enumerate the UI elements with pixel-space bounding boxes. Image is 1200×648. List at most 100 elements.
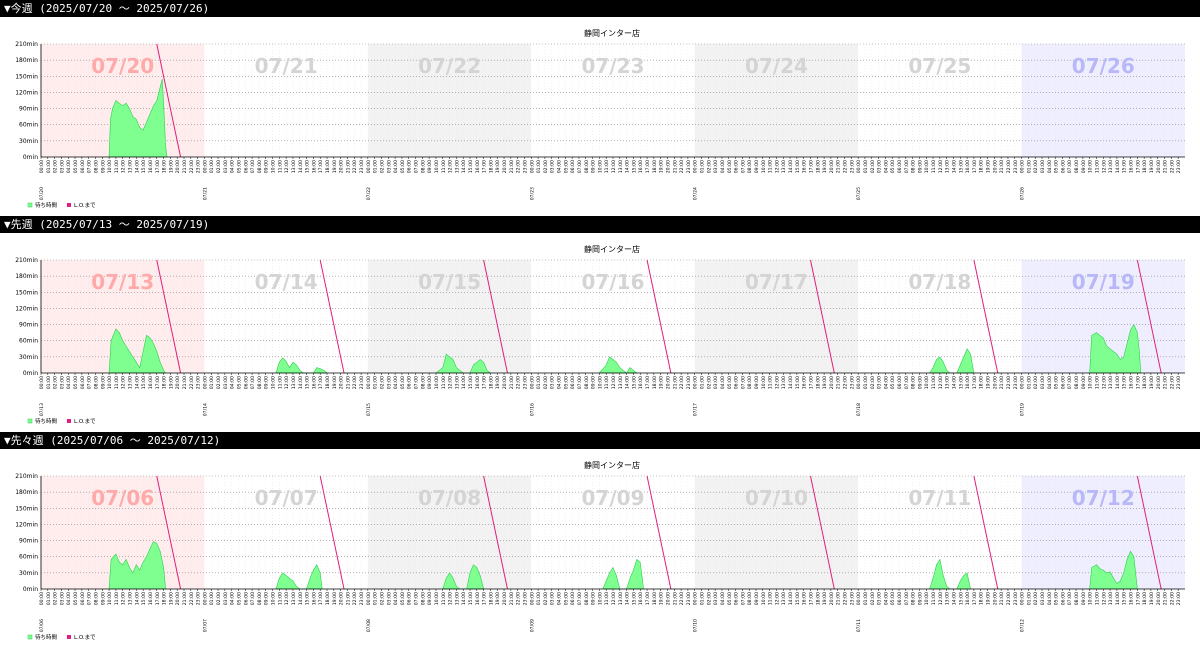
y-tick-label: 0min xyxy=(23,154,38,161)
x-tick-label: 04:00 xyxy=(393,592,399,605)
x-date-label: 07/22 xyxy=(366,187,372,200)
y-tick-label: 30min xyxy=(19,354,38,361)
x-tick-label: 14:00 xyxy=(788,592,794,605)
x-tick-label: 15:00 xyxy=(141,160,147,173)
x-tick-label: 06:00 xyxy=(407,592,413,605)
x-date-label: 07/17 xyxy=(693,403,699,416)
wait-time-area xyxy=(1089,323,1142,374)
x-tick-label: 01:00 xyxy=(46,592,52,605)
x-tick-label: 07:00 xyxy=(577,160,583,173)
x-tick-label: 03:00 xyxy=(550,376,556,389)
x-tick-label: 20:00 xyxy=(502,160,508,173)
x-tick-label: 09:00 xyxy=(754,376,760,389)
x-tick-label: 23:00 xyxy=(686,376,692,389)
x-tick-label: 06:00 xyxy=(407,376,413,389)
x-tick-label: 04:00 xyxy=(883,592,889,605)
x-tick-label: 01:00 xyxy=(1026,160,1032,173)
y-tick-label: 90min xyxy=(19,322,38,329)
x-date-label: 07/19 xyxy=(1020,403,1026,416)
x-tick-label: 22:00 xyxy=(516,160,522,173)
x-tick-label: 10:00 xyxy=(107,376,113,389)
x-tick-label: 00:00 xyxy=(202,376,208,389)
x-tick-label: 07:00 xyxy=(740,376,746,389)
x-tick-label: 09:00 xyxy=(591,160,597,173)
x-tick-label: 17:00 xyxy=(155,592,161,605)
x-tick-label: 18:00 xyxy=(652,160,658,173)
x-tick-label: 09:00 xyxy=(917,160,923,173)
day-label: 07/09 xyxy=(582,486,645,510)
week-heading[interactable]: ▼今週 (2025/07/20 ～ 2025/07/26) xyxy=(0,0,1200,17)
x-tick-label: 11:00 xyxy=(768,376,774,389)
x-tick-label: 18:00 xyxy=(979,376,985,389)
x-tick-label: 11:00 xyxy=(768,160,774,173)
x-tick-label: 12:00 xyxy=(448,160,454,173)
x-tick-label: 18:00 xyxy=(325,592,331,605)
day-label: 07/15 xyxy=(418,270,481,294)
x-tick-label: 01:00 xyxy=(46,160,52,173)
x-tick-label: 08:00 xyxy=(911,376,917,389)
x-tick-label: 02:00 xyxy=(1033,160,1039,173)
x-tick-label: 15:00 xyxy=(958,160,964,173)
x-tick-label: 20:00 xyxy=(829,592,835,605)
x-tick-label: 16:00 xyxy=(638,376,644,389)
day-label: 07/10 xyxy=(745,486,808,510)
week-heading[interactable]: ▼先週 (2025/07/13 ～ 2025/07/19) xyxy=(0,216,1200,233)
x-tick-label: 09:00 xyxy=(264,592,270,605)
x-tick-label: 02:00 xyxy=(870,376,876,389)
chart-title: 静岡インター店 xyxy=(584,244,640,254)
x-tick-label: 14:00 xyxy=(461,160,467,173)
x-tick-label: 00:00 xyxy=(856,376,862,389)
lo-line xyxy=(973,475,999,590)
x-tick-label: 07:00 xyxy=(1067,160,1073,173)
x-tick-label: 15:00 xyxy=(305,376,311,389)
x-tick-label: 03:00 xyxy=(59,376,65,389)
x-date-label: 07/23 xyxy=(529,187,535,200)
x-tick-label: 11:00 xyxy=(931,376,937,389)
x-tick-label: 23:00 xyxy=(1013,592,1019,605)
x-tick-label: 08:00 xyxy=(747,592,753,605)
x-tick-label: 04:00 xyxy=(1047,592,1053,605)
wait-time-chart: 静岡インター店 0min 30min 60min 90min 120min 150min 18… xyxy=(15,28,1185,209)
x-tick-label: 00:00 xyxy=(39,160,45,173)
x-tick-label: 14:00 xyxy=(1115,376,1121,389)
x-tick-label: 16:00 xyxy=(638,160,644,173)
x-tick-label: 11:00 xyxy=(277,160,283,173)
x-tick-label: 08:00 xyxy=(1074,376,1080,389)
lo-line xyxy=(156,43,182,158)
x-tick-label: 14:00 xyxy=(134,376,140,389)
week-section-two-weeks-ago: ▼先々週 (2025/07/06 ～ 2025/07/12) 静岡インター店 0m… xyxy=(0,432,1200,648)
x-date-label: 07/16 xyxy=(529,403,535,416)
x-tick-label: 12:00 xyxy=(1101,160,1107,173)
x-tick-label: 21:00 xyxy=(182,592,188,605)
legend-swatch-lo xyxy=(67,635,71,639)
y-tick-label: 120min xyxy=(15,305,38,312)
legend-swatch-wait xyxy=(27,634,33,640)
x-tick-label: 02:00 xyxy=(706,160,712,173)
x-tick-label: 00:00 xyxy=(366,592,372,605)
x-tick-label: 10:00 xyxy=(924,592,930,605)
x-tick-label: 13:00 xyxy=(945,160,951,173)
chart-title: 静岡インター店 xyxy=(584,28,640,38)
x-tick-label: 19:00 xyxy=(332,160,338,173)
day-label: 07/24 xyxy=(745,54,808,78)
x-tick-label: 17:00 xyxy=(318,592,324,605)
x-tick-label: 11:00 xyxy=(1094,160,1100,173)
x-tick-label: 03:00 xyxy=(877,376,883,389)
x-tick-label: 20:00 xyxy=(829,376,835,389)
x-tick-label: 10:00 xyxy=(597,160,603,173)
x-tick-label: 02:00 xyxy=(706,592,712,605)
x-tick-label: 18:00 xyxy=(979,592,985,605)
x-tick-label: 15:00 xyxy=(1122,592,1128,605)
x-tick-label: 21:00 xyxy=(509,592,515,605)
wait-time-chart: 静岡インター店 0min 30min 60min 90min 120min 150min 18… xyxy=(15,244,1185,425)
x-date-label: 07/18 xyxy=(856,403,862,416)
x-tick-label: 22:00 xyxy=(189,376,195,389)
week-heading[interactable]: ▼先々週 (2025/07/06 ～ 2025/07/12) xyxy=(0,432,1200,449)
x-tick-label: 22:00 xyxy=(516,592,522,605)
x-tick-label: 16:00 xyxy=(1129,160,1135,173)
x-tick-label: 14:00 xyxy=(134,592,140,605)
x-tick-label: 03:00 xyxy=(550,160,556,173)
x-tick-label: 13:00 xyxy=(454,376,460,389)
x-tick-label: 02:00 xyxy=(53,160,59,173)
x-tick-label: 03:00 xyxy=(550,592,556,605)
